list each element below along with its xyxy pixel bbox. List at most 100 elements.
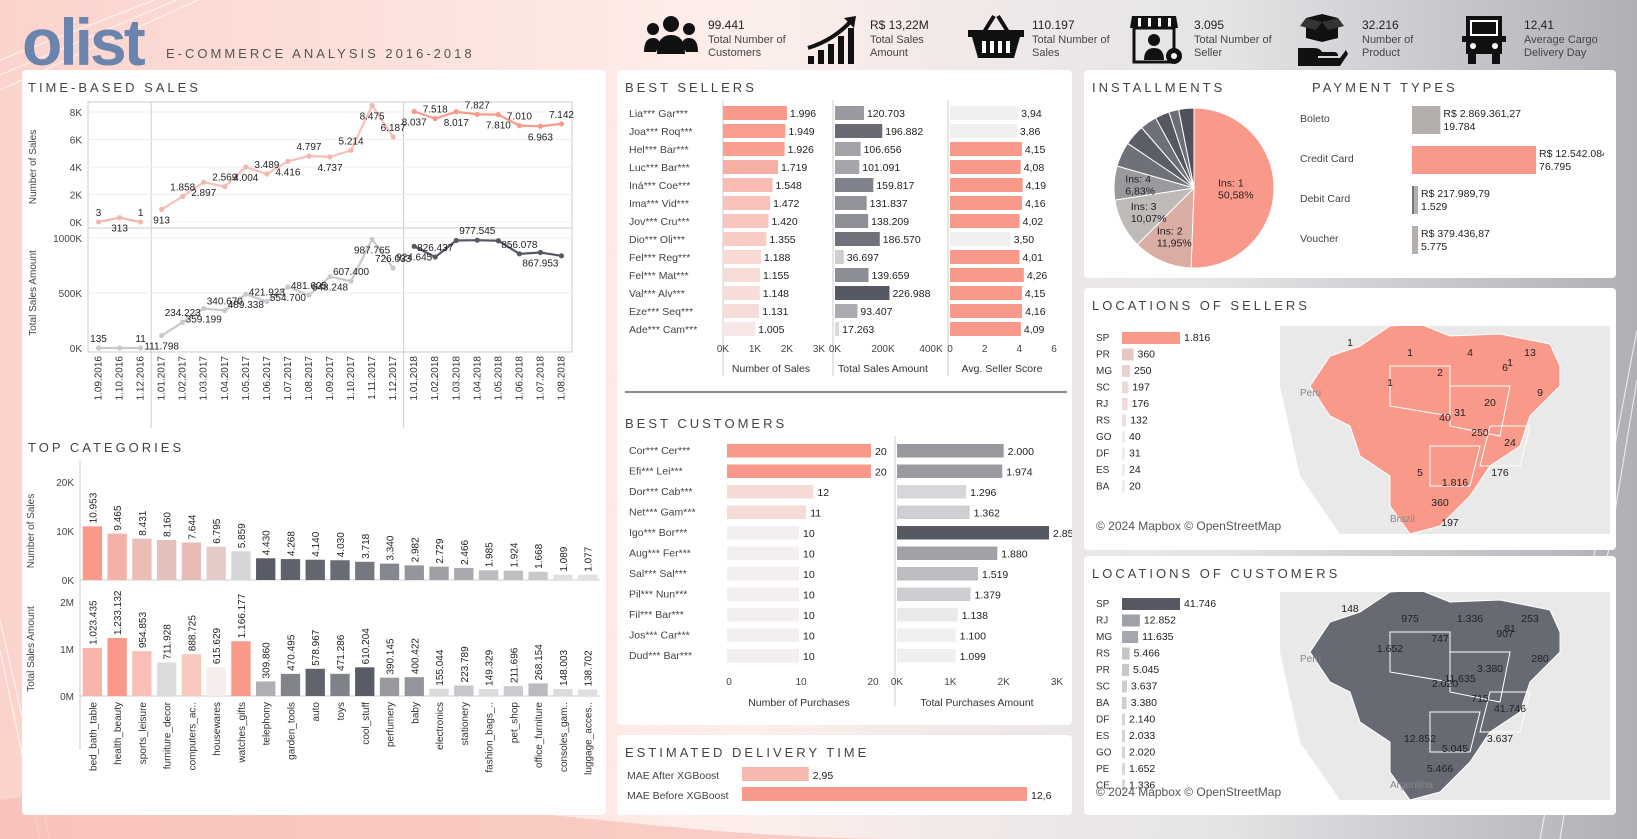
- data-label: 5.466: [1134, 648, 1160, 660]
- map-value-label: 2: [1437, 367, 1443, 379]
- kpi-value: 12,41: [1524, 18, 1555, 32]
- x-tick-label: baby: [410, 702, 421, 724]
- data-label: 313: [111, 224, 128, 235]
- data-label: 4,16: [1025, 306, 1046, 318]
- customer-locations-title: LOCATIONS OF CUSTOMERS: [1092, 566, 1341, 581]
- bar: [723, 304, 760, 318]
- y-tick-label: 20K: [56, 478, 74, 489]
- y-tick-label: 0K: [70, 344, 83, 355]
- bar: [950, 124, 1017, 138]
- state-code: SC: [1096, 682, 1110, 693]
- data-point: [453, 109, 459, 115]
- bar: [727, 505, 807, 519]
- bar: [897, 444, 1004, 458]
- bar: [950, 160, 1021, 174]
- data-label: 3,94: [1021, 108, 1042, 120]
- map-value-label: 1: [1387, 377, 1393, 389]
- map-attribution: © 2024 Mapbox © OpenStreetMap: [1096, 519, 1281, 533]
- x-tick-label: luggage_acces..: [584, 702, 595, 775]
- data-label: 2.020: [1129, 747, 1155, 759]
- slice-label: 11,95%: [1157, 237, 1192, 249]
- map-value-label: 280: [1531, 653, 1549, 665]
- bar: [404, 677, 424, 696]
- x-tick-label: 1.07.2018: [535, 356, 546, 401]
- map-value-label: 2.020: [1432, 678, 1458, 690]
- data-label: 1.155: [763, 270, 789, 282]
- installments-title: INSTALLMENTS: [1092, 80, 1226, 95]
- seller-name: Eze*** Seq***: [629, 306, 693, 318]
- bar: [723, 106, 787, 120]
- state-code: MG: [1096, 632, 1112, 643]
- bar: [1122, 697, 1127, 709]
- data-point: [306, 292, 312, 298]
- bar: [897, 505, 970, 519]
- slice-label: Ins: 1: [1218, 178, 1244, 190]
- bar: [256, 558, 276, 580]
- basket-icon: [968, 14, 1024, 58]
- data-label: 7.010: [507, 112, 532, 123]
- state-code: ES: [1096, 731, 1110, 742]
- map-value-label: 747: [1431, 633, 1449, 645]
- chart-frame: [87, 101, 573, 353]
- bar: [157, 540, 177, 580]
- bar: [723, 250, 762, 264]
- bar: [723, 232, 767, 246]
- axis-label: Total Sales Amount: [838, 363, 928, 375]
- data-label: 41.746: [1184, 598, 1216, 610]
- customer-locations-map[interactable]: SP 41.746 RJ 12.852 MG 11.635 RS 5.466 PR 5.045 SC…: [1090, 592, 1610, 812]
- bar: [379, 677, 400, 696]
- pie-slice: [1190, 107, 1275, 269]
- bar: [1122, 447, 1125, 460]
- bar: [950, 322, 1021, 336]
- x-tick-label: 1.06.2017: [262, 356, 273, 401]
- bar: [1122, 746, 1125, 759]
- bar: [1122, 631, 1139, 643]
- data-point: [285, 284, 291, 290]
- data-point: [558, 253, 565, 259]
- data-point: [516, 251, 522, 257]
- left-panel: TIME-BASED SALES TOP CATEGORIES Number o…: [22, 70, 606, 815]
- map-value-label: 9: [1537, 387, 1543, 399]
- data-label: 20: [1129, 481, 1141, 493]
- bar: [835, 178, 874, 192]
- data-label: 1.100: [960, 631, 986, 643]
- bar: [553, 574, 573, 580]
- x-tick-label: 1.05.2017: [241, 356, 252, 401]
- x-tick-label: 20: [867, 677, 879, 688]
- bar-edge: [1412, 186, 1414, 214]
- data-label: 6.187: [381, 123, 406, 134]
- data-label: 1.148: [763, 288, 789, 300]
- slice-label: 10,07%: [1131, 213, 1167, 225]
- map-value-label: 253: [1521, 613, 1539, 625]
- seller-name: Lia*** Gar***: [629, 108, 688, 120]
- bar: [727, 567, 799, 581]
- series-line: [161, 237, 395, 337]
- x-tick-label: 0K: [717, 344, 730, 355]
- x-tick-label: 1.07.2017: [283, 356, 294, 401]
- data-label: 7.827: [465, 100, 490, 111]
- x-tick-label: 0: [726, 677, 732, 688]
- x-tick-label: 1.12.2017: [388, 356, 399, 401]
- bar: [404, 565, 424, 580]
- bar: [950, 106, 1019, 120]
- data-label: 3.340: [386, 535, 397, 560]
- data-point: [369, 102, 375, 109]
- time-based-sales-chart: Number of Sales0K2K4K6K8K331319131.8582.…: [28, 100, 574, 428]
- y-tick-label: 0K: [62, 576, 75, 587]
- data-label: 2.140: [1129, 714, 1155, 726]
- x-tick-label: computers_ac..: [187, 702, 198, 770]
- data-label: 131.837: [870, 198, 908, 210]
- x-tick-label: 1.08.2018: [556, 356, 567, 401]
- bar: [330, 673, 350, 696]
- data-point: [474, 111, 480, 117]
- axis-label: Avg. Seller Score: [962, 363, 1043, 375]
- customer-name: Cor*** Cer***: [629, 445, 690, 457]
- delivery-time-chart: MAE After XGBoost 2,95 MAE Before XGBoost 1…: [627, 767, 1052, 802]
- x-tick-label: 400K: [919, 344, 943, 355]
- data-label: 726.033: [375, 254, 412, 265]
- data-point: [327, 274, 333, 280]
- y-tick-label: 8K: [70, 108, 83, 119]
- data-label: 610.204: [361, 628, 372, 665]
- bar: [1122, 680, 1128, 693]
